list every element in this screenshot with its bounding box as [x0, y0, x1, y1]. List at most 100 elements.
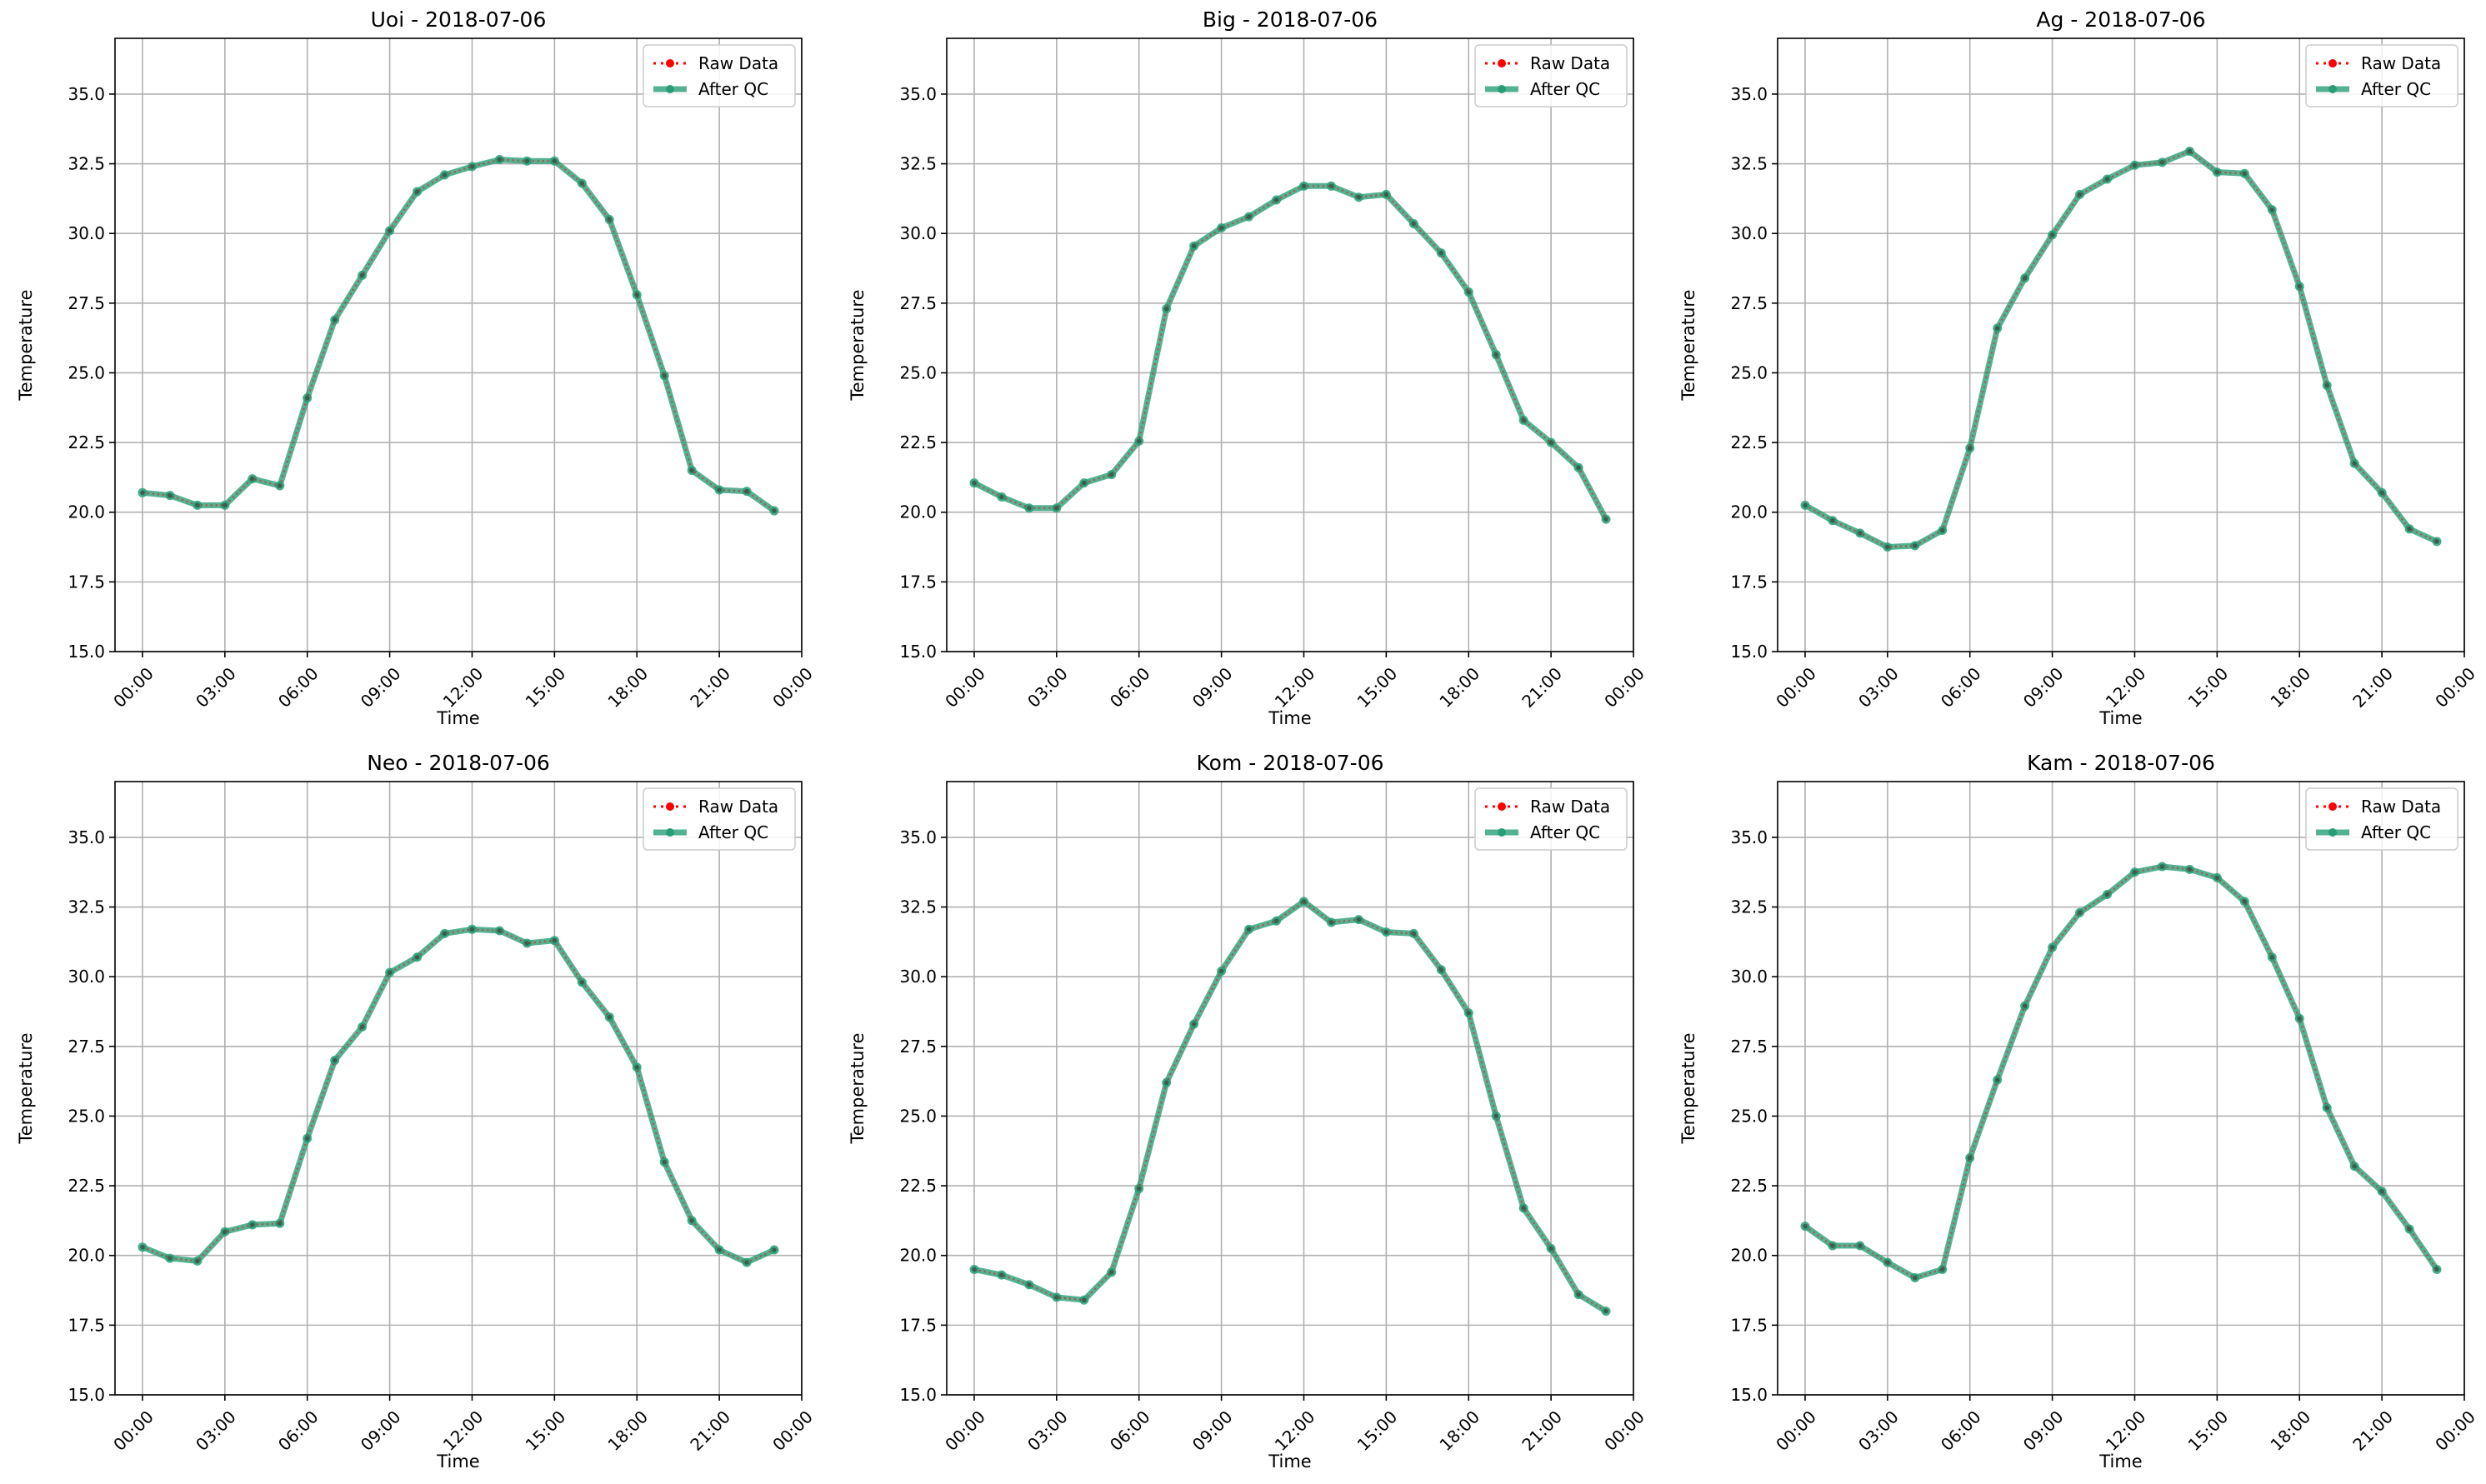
raw-data-point: [2159, 864, 2165, 869]
plot-frame: [114, 781, 803, 1396]
raw-data-point: [1576, 1292, 1581, 1297]
legend-raw-label: Raw Data: [1530, 53, 1610, 73]
subplot-1: 00:00 03:00 06:00 09:00 12:00 15:00 18:00 21:00…: [16, 7, 817, 728]
raw-data-point: [662, 373, 667, 378]
raw-data-point: [2352, 461, 2357, 466]
y-tick-label: 30.0: [899, 967, 937, 987]
y-axis-label: Temperature: [16, 1032, 36, 1144]
raw-data-point: [1548, 440, 1553, 445]
y-tick-label: 15.0: [1730, 642, 1768, 662]
raw-data-point: [1054, 505, 1059, 511]
plot-area: [947, 782, 1633, 1395]
legend: Raw Data After QC: [1474, 787, 1628, 851]
raw-data-point: [634, 292, 640, 297]
raw-data-point: [1521, 1206, 1526, 1211]
y-tick-label: 22.5: [1730, 432, 1768, 452]
raw-data-point: [1054, 1295, 1059, 1300]
legend-qc-marker: [1498, 85, 1506, 93]
raw-data-point: [2269, 207, 2275, 212]
raw-data-point: [2214, 875, 2220, 881]
raw-data-point: [2132, 869, 2138, 875]
x-tick-label: 18:00: [1435, 1407, 1483, 1455]
x-tick-label: 18:00: [2266, 1407, 2314, 1455]
x-tick-label: 00:00: [2431, 1407, 2479, 1455]
x-tick-label: 06:00: [1106, 1407, 1154, 1455]
x-tick-label: 09:00: [1188, 663, 1237, 712]
x-tick-label: 00:00: [1772, 1407, 1820, 1455]
x-tick-label: 12:00: [2102, 1407, 2150, 1455]
y-tick-label: 20.0: [899, 1246, 937, 1266]
subplot-title: Ag - 2018-07-06: [2036, 7, 2205, 32]
raw-data-point: [1913, 1275, 1918, 1281]
legend-qc-label: After QC: [2361, 822, 2431, 842]
raw-data-point: [1218, 225, 1224, 231]
raw-data-point: [1411, 931, 1417, 937]
plot-frame: [946, 37, 1634, 652]
raw-data-point: [2104, 892, 2110, 897]
raw-data-point: [168, 492, 173, 498]
raw-data-point: [1356, 917, 1362, 922]
y-tick-label: 22.5: [899, 1176, 937, 1196]
x-tick-label: 21:00: [2348, 663, 2397, 712]
y-tick-label: 25.0: [899, 1106, 937, 1126]
raw-data-point: [1939, 1267, 1945, 1272]
raw-data-point: [1108, 1270, 1114, 1275]
raw-data-point: [1994, 1077, 2000, 1082]
legend-raw-label: Raw Data: [698, 53, 778, 73]
x-tick-label: 00:00: [941, 1407, 989, 1455]
series-raw-data-line: [973, 185, 1608, 520]
legend-qc-marker: [2328, 828, 2337, 837]
y-tick-label: 25.0: [1730, 1106, 1768, 1126]
raw-data-point: [607, 217, 613, 222]
raw-data-point: [1967, 445, 1973, 451]
x-tick-label: 00:00: [109, 1407, 158, 1455]
raw-data-point: [972, 1267, 977, 1272]
y-tick-label: 20.0: [899, 502, 937, 522]
subplot-title: Kom - 2018-07-06: [1197, 751, 1384, 775]
raw-data-point: [524, 941, 530, 946]
raw-data-point: [1521, 417, 1526, 423]
y-tick-label: 25.0: [1730, 362, 1768, 382]
legend: Raw Data After QC: [643, 787, 796, 851]
x-tick-label: 18:00: [603, 663, 652, 712]
x-tick-label: 03:00: [1023, 1407, 1072, 1455]
legend-qc-marker: [666, 828, 674, 837]
x-tick-label: 06:00: [1937, 1407, 1985, 1455]
raw-data-point: [359, 1024, 365, 1030]
raw-data-point: [469, 927, 475, 932]
raw-data-point: [1830, 1243, 1835, 1248]
y-tick-label: 32.5: [1730, 154, 1768, 174]
x-tick-label: 03:00: [192, 1407, 240, 1455]
x-tick-label: 18:00: [1435, 663, 1483, 712]
raw-data-point: [1994, 326, 2000, 331]
raw-data-point: [2407, 1227, 2412, 1232]
y-tick-label: 27.5: [1730, 1037, 1768, 1057]
legend-qc-marker: [666, 85, 674, 93]
y-tick-label: 15.0: [68, 1385, 105, 1405]
legend: Raw Data After QC: [2305, 787, 2458, 851]
raw-data-point: [2297, 283, 2303, 289]
raw-data-point: [2022, 1003, 2028, 1009]
raw-data-point: [1027, 1282, 1032, 1287]
raw-data-point: [1383, 929, 1389, 935]
raw-data-point: [304, 395, 310, 401]
y-tick-label: 27.5: [899, 293, 937, 313]
raw-data-point: [1301, 899, 1307, 904]
raw-data-point: [1603, 1308, 1608, 1314]
raw-data-point: [497, 928, 503, 933]
raw-data-point: [579, 181, 585, 186]
raw-data-point: [1493, 352, 1498, 357]
y-tick-label: 30.0: [68, 223, 105, 243]
raw-data-point: [2269, 954, 2275, 960]
raw-data-point: [414, 954, 420, 960]
raw-data-point: [972, 480, 977, 486]
raw-data-point: [1548, 1246, 1553, 1252]
x-tick-label: 00:00: [2431, 663, 2479, 712]
legend-qc-marker: [2328, 85, 2337, 93]
y-tick-label: 35.0: [899, 827, 937, 847]
y-tick-label: 25.0: [899, 362, 937, 382]
raw-data-point: [1082, 480, 1087, 486]
x-tick-label: 15:00: [522, 663, 570, 712]
x-tick-label: 00:00: [768, 1407, 817, 1455]
